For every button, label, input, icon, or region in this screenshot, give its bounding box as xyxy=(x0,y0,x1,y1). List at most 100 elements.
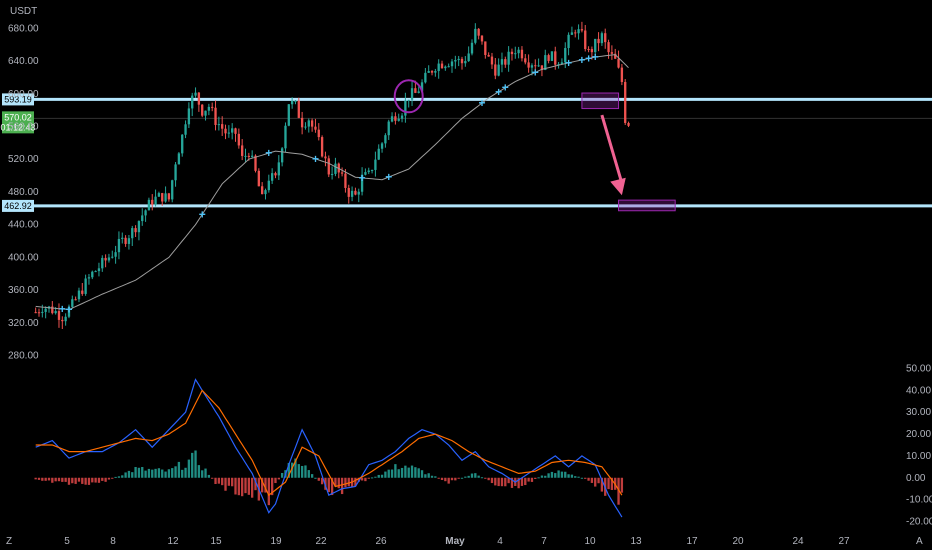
macd-histogram-bar xyxy=(420,470,424,478)
candle-down xyxy=(540,65,544,71)
candle-up xyxy=(280,148,284,163)
macd-histogram-bar xyxy=(211,477,214,479)
macd-panel xyxy=(34,378,624,518)
macd-tick-label: -10.00 xyxy=(906,495,932,506)
macd-histogram-bar xyxy=(500,477,504,487)
macd-histogram-bar xyxy=(347,477,350,487)
cross-marker-icon: + xyxy=(359,171,366,185)
candle-down xyxy=(297,100,300,118)
macd-histogram-bar xyxy=(244,477,247,494)
macd-histogram-bar xyxy=(534,477,537,479)
macd-histogram-bar xyxy=(127,470,131,478)
macd-histogram-bar xyxy=(554,473,557,478)
candle-up xyxy=(497,64,500,76)
candle-up xyxy=(131,228,134,239)
candle-up xyxy=(434,71,437,73)
macd-histogram-bar xyxy=(437,477,440,479)
candle-up xyxy=(474,28,477,43)
candle-up xyxy=(77,290,81,300)
macd-histogram-bar xyxy=(81,477,84,484)
macd-histogram-bar xyxy=(384,471,387,478)
price-tick-label: 520.00 xyxy=(8,154,39,165)
macd-histogram-bar xyxy=(294,458,297,478)
cross-marker-icon: + xyxy=(592,50,599,64)
candle-up xyxy=(447,66,450,68)
macd-histogram-bar xyxy=(344,477,347,488)
candle-up xyxy=(114,252,117,257)
candle-up xyxy=(444,66,447,69)
countdown-label: 01:12:43 xyxy=(0,122,35,132)
candle-down xyxy=(300,117,304,128)
macd-histogram-bar xyxy=(134,467,137,478)
candle-up xyxy=(144,210,147,216)
macd-histogram-bar xyxy=(620,477,624,493)
candle-up xyxy=(464,61,467,64)
price-tick-label: 320.00 xyxy=(8,318,39,329)
macd-histogram-bar xyxy=(540,475,544,478)
macd-histogram-bar xyxy=(494,477,497,486)
cross-marker-icon: + xyxy=(585,51,592,65)
candle-down xyxy=(167,193,171,200)
cross-marker-icon: + xyxy=(65,303,72,317)
time-tick-label: 7 xyxy=(541,536,547,547)
candle-up xyxy=(97,268,101,272)
candle-down xyxy=(134,228,137,233)
candle-down xyxy=(221,124,224,129)
macd-histogram-bar xyxy=(74,477,77,484)
candle-down xyxy=(520,49,524,59)
candle-down xyxy=(414,88,417,93)
candle-down xyxy=(314,126,317,130)
candle-down xyxy=(104,257,107,261)
candle-up xyxy=(187,108,191,125)
macd-tick-label: 50.00 xyxy=(906,364,931,375)
time-tick-label: 19 xyxy=(270,536,282,547)
candle-down xyxy=(51,306,54,314)
candle-down xyxy=(354,190,357,195)
macd-histogram-bar xyxy=(610,477,614,490)
candle-up xyxy=(94,271,97,273)
macd-histogram-bar xyxy=(497,477,500,487)
price-tick-label: 600.00 xyxy=(8,89,39,100)
candle-down xyxy=(584,30,587,50)
candle-up xyxy=(121,237,124,239)
time-tick-label: 20 xyxy=(732,536,744,547)
macd-histogram-bar xyxy=(97,477,101,483)
candle-down xyxy=(610,52,614,54)
macd-histogram-bar xyxy=(354,477,357,487)
macd-histogram-bar xyxy=(330,477,334,496)
macd-histogram-bar xyxy=(194,450,197,478)
candle-down xyxy=(324,156,327,159)
macd-histogram-bar xyxy=(267,477,270,506)
candle-up xyxy=(450,61,454,67)
macd-histogram-bar xyxy=(457,477,460,479)
macd-histogram-bar xyxy=(327,477,330,493)
macd-histogram-bar xyxy=(111,477,114,479)
candle-up xyxy=(567,34,570,49)
macd-histogram-bar xyxy=(84,477,87,485)
macd-histogram-bar xyxy=(520,477,524,486)
candle-up xyxy=(184,124,187,135)
macd-histogram-bar xyxy=(304,465,307,478)
macd-histogram-bar xyxy=(297,464,300,478)
candle-up xyxy=(377,148,380,160)
candle-down xyxy=(574,32,577,34)
candle-down xyxy=(480,35,484,42)
macd-histogram-bar xyxy=(167,469,171,478)
macd-histogram-bar xyxy=(594,477,597,487)
candle-down xyxy=(490,56,494,65)
macd-histogram-bar xyxy=(397,469,400,478)
macd-histogram-bar xyxy=(247,477,251,495)
macd-histogram-bar xyxy=(197,465,201,478)
candle-down xyxy=(347,187,350,197)
macd-histogram-bar xyxy=(310,474,314,478)
time-tick-label: May xyxy=(445,536,465,547)
candle-up xyxy=(470,42,474,54)
time-tick-label: 10 xyxy=(584,536,596,547)
macd-histogram-bar xyxy=(171,468,174,478)
candle-up xyxy=(564,48,567,63)
candle-up xyxy=(514,53,517,55)
macd-histogram-bar xyxy=(590,477,594,483)
macd-histogram-bar xyxy=(487,477,490,481)
